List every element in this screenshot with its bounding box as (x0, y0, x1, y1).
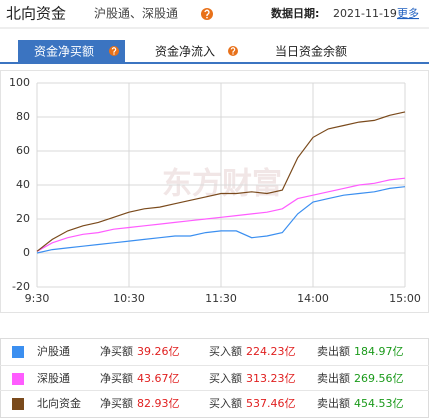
x-tick-label: 9:30 (25, 292, 50, 305)
column-label: 净买额 (100, 396, 133, 410)
column-label: 卖出额 (317, 371, 350, 385)
cell-value: 184.97亿 (354, 345, 404, 358)
title: 北向资金 (6, 5, 66, 23)
column-label: 净买额 (100, 371, 133, 385)
column-label: 净买额 (100, 344, 133, 358)
cell-value: 537.46亿 (246, 397, 296, 410)
series-name: 沪股通 (37, 344, 70, 358)
cell-value: 43.67亿 (137, 372, 180, 385)
help-icon[interactable] (228, 46, 238, 56)
legend-swatch (12, 346, 24, 358)
tab[interactable]: 当日资金余额 (275, 44, 347, 59)
x-tick-label: 14:00 (297, 292, 329, 305)
y-tick-label: 0 (23, 246, 30, 259)
date-label: 数据日期: (271, 6, 319, 20)
column-label: 买入额 (209, 397, 242, 410)
series-name: 北向资金 (37, 396, 81, 410)
x-tick-label: 11:30 (205, 292, 237, 305)
tab[interactable]: 资金净买额 (34, 44, 94, 59)
y-tick-label: 100 (9, 76, 30, 89)
x-tick-label: 15:00 (389, 292, 421, 305)
column-label: 卖出额 (317, 344, 350, 358)
cell-value: 39.26亿 (137, 345, 180, 358)
help-icon[interactable] (109, 46, 119, 56)
tab[interactable]: 资金净流入 (155, 44, 215, 59)
y-tick-label: 40 (16, 178, 30, 191)
cell-value: 82.93亿 (137, 397, 180, 410)
y-tick-label: 20 (16, 212, 30, 225)
date: 2021-11-19 (333, 7, 397, 20)
series-line (36, 177, 406, 252)
x-tick-label: 10:30 (113, 292, 145, 305)
cell-value: 269.56亿 (354, 372, 404, 385)
series-line (36, 111, 406, 252)
legend-swatch (12, 373, 24, 385)
cell-value: 224.23亿 (246, 345, 296, 358)
y-tick-label: 80 (16, 110, 30, 123)
cell-value: 313.23亿 (246, 372, 296, 385)
watermark: 东方财富 (162, 167, 282, 202)
column-label: 卖出额 (317, 396, 350, 410)
y-tick-label: -20 (12, 280, 30, 293)
y-tick-label: 60 (16, 144, 30, 157)
cell-value: 454.53亿 (354, 397, 404, 410)
legend-swatch (12, 398, 24, 410)
column-label: 买入额 (209, 372, 242, 385)
subtitle: 沪股通、深股通 (94, 7, 178, 21)
active-tab-bg (18, 40, 125, 63)
column-label: 买入额 (209, 345, 242, 358)
help-icon[interactable] (201, 8, 213, 20)
chart: -20 0 20 40 60 80 100 9:30 10:30 11:30 14:00 15:00 (9, 76, 421, 305)
series-name: 深股通 (37, 372, 70, 385)
more-link[interactable]: 更多 (397, 6, 419, 20)
series-line (36, 186, 406, 254)
